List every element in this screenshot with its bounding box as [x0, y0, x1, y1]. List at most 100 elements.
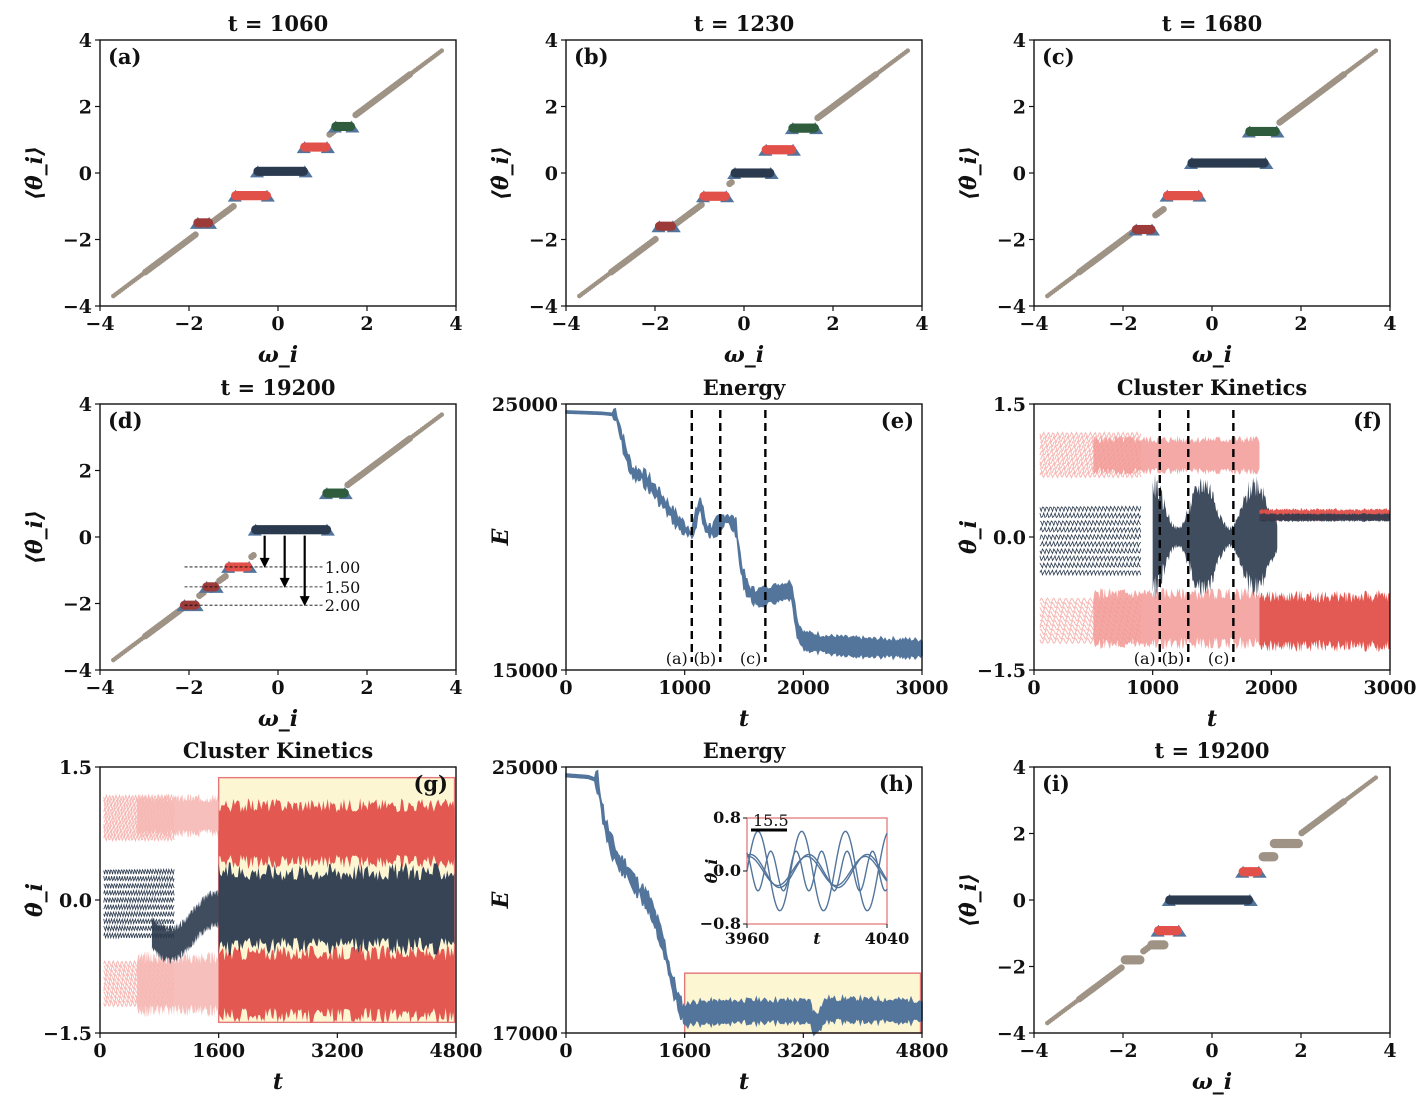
- x-tick-label: 2: [360, 677, 373, 699]
- x-tick-label: −4: [1019, 313, 1048, 335]
- plateau-cluster: [318, 487, 353, 500]
- x-axis-label: ω_i: [258, 706, 298, 732]
- panel-i: −4 −2 0 2 4 −4 −2 0 2 4 t = 19200 ω_i ⟨θ̇_i⟩ (i): [956, 738, 1397, 1095]
- plateau-cluster: [1128, 223, 1160, 236]
- diagonal-points: [1045, 48, 1379, 299]
- trace: [103, 833, 175, 843]
- y-axis-label: E: [488, 527, 514, 546]
- y-tick-label: 0: [79, 527, 92, 549]
- plateau-cluster: [758, 143, 801, 156]
- plateau-cluster: [1120, 955, 1145, 965]
- plateau-cluster: [651, 220, 681, 233]
- y-axis-label: ⟨θ̇_i⟩: [22, 510, 48, 564]
- time-marker-label: (b): [1162, 649, 1185, 668]
- trace: [1039, 561, 1141, 569]
- trace: [1039, 511, 1142, 520]
- trace: [103, 867, 175, 876]
- panel-title: t = 19200: [221, 375, 336, 400]
- inset-y-tick-label: 0.8: [713, 808, 741, 827]
- panel-title: Energy: [703, 375, 786, 400]
- x-tick-label: 2: [1294, 1040, 1307, 1062]
- trace: [103, 895, 175, 904]
- trace: [103, 917, 175, 926]
- data-point: [1259, 158, 1269, 168]
- x-tick-label: 0: [559, 677, 572, 699]
- upper-cluster-band: [1093, 435, 1260, 476]
- central-cluster-band: [151, 889, 219, 964]
- plateau-cluster: [1183, 157, 1274, 170]
- data-point: [1270, 126, 1280, 137]
- y-tick-label: 0: [1013, 163, 1026, 185]
- x-tick-label: 4800: [896, 1040, 949, 1062]
- annotation-label: 1.00: [325, 558, 361, 577]
- y-tick-label: 2: [79, 97, 92, 119]
- data-point: [1193, 191, 1203, 201]
- x-tick-label: −2: [1108, 1040, 1137, 1062]
- x-tick-label: 0: [271, 313, 284, 335]
- y-tick-label: 0: [545, 163, 558, 185]
- trace: [103, 924, 175, 933]
- x-tick-label: −4: [1019, 1040, 1048, 1062]
- y-axis-label: θ̇_i: [22, 883, 48, 917]
- x-tick-label: 4: [449, 313, 462, 335]
- trace: [1039, 431, 1142, 439]
- inset-series: [746, 850, 888, 892]
- inset-y-tick-label: −0.8: [700, 914, 741, 933]
- x-tick-label: 3200: [311, 1040, 364, 1062]
- x-tick-label: 1000: [658, 677, 711, 699]
- data-point: [765, 168, 775, 178]
- y-tick-label: −4: [997, 1023, 1026, 1045]
- x-tick-label: 0: [1205, 1040, 1218, 1062]
- time-marker-label: (a): [1134, 649, 1156, 668]
- data-point: [298, 166, 308, 176]
- data-point: [222, 572, 229, 580]
- x-tick-label: −2: [174, 677, 203, 699]
- trace: [103, 903, 175, 912]
- plateau-cluster: [198, 580, 224, 593]
- data-point: [243, 562, 253, 572]
- panel-label: (f): [1353, 408, 1382, 433]
- time-marker-label: (b): [694, 649, 717, 668]
- x-axis-label: t: [1207, 706, 1217, 732]
- plateau-cluster: [1159, 189, 1207, 202]
- panel-title: Cluster Kinetics: [183, 738, 373, 763]
- trace: [1039, 519, 1142, 527]
- x-axis-label: ω_i: [724, 342, 764, 368]
- panel-title: t = 19200: [1155, 738, 1270, 763]
- y-tick-label: 4: [545, 30, 558, 52]
- upper-cluster-band: [137, 793, 219, 838]
- y-tick-label: 4: [79, 394, 92, 416]
- x-axis-label: ω_i: [1192, 342, 1232, 368]
- y-tick-label: −2: [997, 957, 1026, 979]
- plateau-cluster: [1269, 838, 1303, 849]
- plateau-cluster: [249, 165, 313, 178]
- x-tick-label: −4: [551, 313, 580, 335]
- inset-y-tick-label: 0.0: [713, 861, 741, 880]
- data-point: [321, 142, 331, 152]
- y-tick-label: 4: [79, 30, 92, 52]
- x-tick-label: 4800: [430, 1040, 483, 1062]
- y-tick-label: 0: [1013, 890, 1026, 912]
- x-tick-label: 2000: [777, 677, 830, 699]
- data-point: [1243, 895, 1254, 905]
- y-tick-label: 2: [79, 461, 92, 483]
- time-marker-label: (c): [740, 649, 761, 668]
- plateau-cluster: [1150, 924, 1187, 937]
- plateau-cluster: [247, 523, 335, 536]
- lower-cluster-band-late: [1259, 590, 1390, 653]
- data-point: [439, 412, 445, 417]
- data-point: [261, 191, 272, 201]
- panel-title: t = 1680: [1162, 11, 1262, 36]
- x-tick-label: 0: [1205, 313, 1218, 335]
- plateau-cluster: [296, 141, 335, 154]
- x-tick-label: 1600: [658, 1040, 711, 1062]
- data-point: [728, 179, 735, 186]
- data-point: [439, 48, 445, 53]
- x-tick-label: 0: [737, 313, 750, 335]
- plot-frame: [565, 403, 923, 671]
- panel-a: −4 −2 0 2 4 −4 −2 0 2 4 t = 1060 ω_i ⟨θ̇_i⟩ (a): [22, 11, 463, 368]
- x-tick-label: 1000: [1126, 677, 1179, 699]
- x-tick-label: 3200: [777, 1040, 830, 1062]
- data-point: [1293, 838, 1303, 849]
